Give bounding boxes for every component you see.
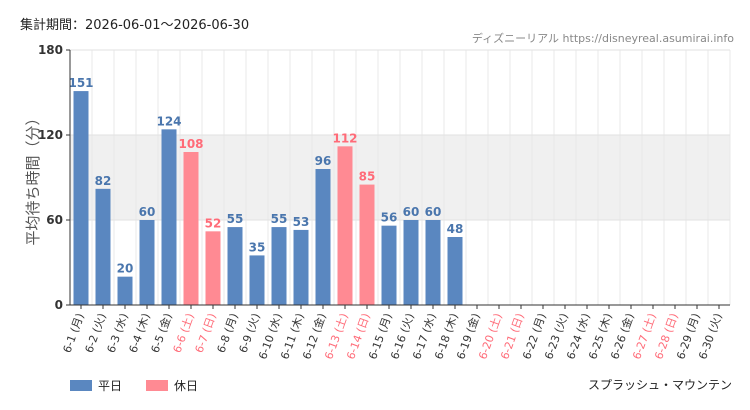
period-label: 集計期間：2026-06-01～2026-06-30 bbox=[20, 18, 250, 33]
legend-swatch-holiday bbox=[146, 380, 169, 391]
data-label: 60 bbox=[403, 205, 420, 219]
bar bbox=[205, 231, 221, 305]
source-label: ディズニーリアル https://disneyreal.asumirai.inf… bbox=[471, 32, 734, 45]
bar bbox=[271, 227, 287, 305]
bar bbox=[227, 227, 243, 305]
bars bbox=[73, 91, 463, 305]
y-tick-label: 120 bbox=[38, 128, 63, 142]
y-axis-label: 平均待ち時間（分） bbox=[24, 110, 42, 245]
bar bbox=[139, 220, 155, 305]
bar bbox=[249, 255, 265, 305]
data-label: 55 bbox=[271, 212, 288, 226]
data-label: 108 bbox=[178, 137, 203, 151]
legend-item-weekday: 平日 bbox=[70, 377, 122, 394]
bar bbox=[359, 184, 375, 305]
data-label: 124 bbox=[156, 114, 181, 128]
bar bbox=[73, 91, 89, 305]
bar bbox=[161, 129, 177, 305]
y-tick-label: 60 bbox=[46, 213, 63, 227]
data-label: 55 bbox=[227, 212, 244, 226]
bar bbox=[183, 152, 199, 305]
data-label: 96 bbox=[315, 154, 332, 168]
data-label: 52 bbox=[205, 216, 222, 230]
data-label: 82 bbox=[95, 174, 112, 188]
bar bbox=[315, 169, 331, 305]
data-label: 35 bbox=[249, 240, 266, 254]
bar bbox=[293, 229, 309, 305]
bar bbox=[337, 146, 353, 305]
x-tick-labels: 6-1 (月)6-2 (火)6-3 (水)6-4 (木)6-5 (金)6-6 (… bbox=[61, 305, 725, 361]
bar bbox=[403, 220, 419, 305]
data-label: 20 bbox=[117, 262, 134, 276]
data-label: 112 bbox=[332, 131, 357, 145]
bar bbox=[425, 220, 441, 305]
legend-label-holiday: 休日 bbox=[174, 379, 199, 393]
data-label: 53 bbox=[293, 215, 310, 229]
bar bbox=[381, 225, 397, 305]
data-label: 85 bbox=[359, 170, 376, 184]
bar bbox=[447, 237, 463, 305]
legend: 平日 休日 bbox=[70, 377, 198, 394]
axes bbox=[69, 50, 730, 306]
legend-item-holiday: 休日 bbox=[146, 377, 198, 394]
attraction-name: スプラッシュ・マウンテン bbox=[587, 378, 732, 392]
grid bbox=[69, 49, 731, 305]
data-label: 48 bbox=[447, 222, 464, 236]
y-tick-label: 0 bbox=[55, 298, 63, 312]
bar bbox=[95, 188, 111, 305]
data-label: 56 bbox=[381, 211, 398, 225]
y-tick-label: 180 bbox=[38, 43, 63, 57]
data-label: 60 bbox=[139, 205, 156, 219]
y-tick-labels: 0 60 120 180 bbox=[38, 43, 70, 312]
legend-label-weekday: 平日 bbox=[98, 379, 123, 393]
legend-swatch-weekday bbox=[70, 380, 92, 391]
data-label: 151 bbox=[68, 76, 93, 90]
bar bbox=[117, 276, 133, 305]
data-label: 60 bbox=[425, 205, 442, 219]
